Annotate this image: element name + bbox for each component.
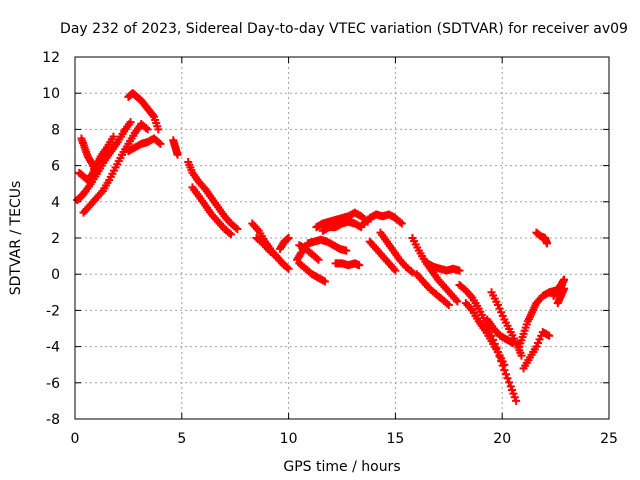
data-point: [501, 370, 510, 379]
series-arc-24: [423, 259, 464, 275]
y-tick-label: 12: [42, 50, 60, 66]
data-point: [517, 351, 526, 360]
data-point: [233, 224, 242, 233]
series-arc-31: [549, 275, 569, 300]
x-tick-labels: 0 5 10 15 20 25: [71, 431, 618, 447]
data-point: [282, 263, 291, 272]
series-arc-33: [532, 228, 552, 248]
series-arc-11: [252, 234, 293, 273]
data-point: [154, 125, 163, 134]
series-arc-15: [293, 235, 351, 264]
series-arc-32: [553, 284, 569, 308]
data-points: [73, 89, 569, 405]
y-tick-label: -6: [46, 376, 60, 392]
data-point: [284, 234, 293, 242]
x-tick-label: 15: [386, 431, 404, 447]
data-point: [225, 229, 234, 238]
series-arc-8: [184, 157, 242, 233]
data-point: [109, 132, 118, 141]
data-point: [226, 230, 235, 239]
y-tick-labels: -8 -6 -4 -2 0 2 4 6 8 10 12: [42, 50, 60, 428]
series-arc-27: [487, 288, 526, 360]
series-arc-23: [412, 270, 453, 309]
x-tick-label: 0: [71, 431, 80, 447]
data-point: [173, 150, 182, 159]
data-point: [143, 125, 152, 134]
data-point: [92, 168, 101, 177]
data-point: [545, 331, 554, 340]
series-arc-20: [365, 237, 400, 275]
chart-title: Day 232 of 2023, Sidereal Day-to-day VTE…: [60, 21, 628, 37]
y-tick-label: 8: [51, 122, 60, 138]
plot-area-frame: [74, 56, 610, 420]
data-point: [560, 275, 569, 284]
data-point: [500, 360, 509, 369]
data-point: [406, 267, 415, 276]
data-point: [154, 138, 163, 147]
y-axis-label: SDTVAR / TECUs: [8, 181, 24, 296]
data-point: [391, 266, 400, 275]
series-arc-26: [461, 299, 509, 369]
x-axis-label: GPS time / hours: [283, 459, 400, 475]
series-arc-9: [188, 183, 235, 239]
data-point: [396, 218, 405, 227]
data-point: [342, 246, 351, 255]
y-tick-label: 6: [51, 159, 60, 175]
data-point: [453, 297, 462, 306]
series-arc-21: [376, 228, 417, 277]
series-arc-6: [124, 134, 165, 156]
series-arc-13: [295, 259, 329, 286]
data-point: [142, 124, 151, 133]
series-arc-3: [75, 132, 118, 185]
series-arc-12: [276, 234, 293, 253]
data-point: [156, 139, 165, 148]
series-arc-18: [331, 259, 364, 270]
series-arc-5: [124, 89, 163, 134]
y-tick-label: 4: [51, 195, 60, 211]
y-tick-label: 0: [51, 267, 60, 283]
data-point: [543, 239, 552, 248]
series-arc-14: [295, 241, 323, 264]
data-point: [314, 255, 323, 264]
data-point: [284, 264, 293, 273]
y-tick-label: -4: [46, 340, 60, 356]
data-point: [397, 219, 406, 228]
series-arc-19: [359, 210, 406, 228]
x-tick-label: 25: [600, 431, 618, 447]
y-tick-label: 10: [42, 86, 60, 102]
y-tick-label: -8: [46, 412, 60, 428]
y-tick-label: -2: [46, 303, 60, 319]
data-point: [355, 261, 364, 270]
data-point: [126, 118, 135, 127]
data-point: [312, 254, 321, 263]
data-point: [231, 223, 240, 232]
data-point: [444, 300, 453, 309]
data-point: [512, 396, 521, 405]
data-point: [443, 299, 452, 308]
data-point: [408, 268, 417, 277]
data-point: [503, 374, 512, 383]
series-arc-7: [169, 136, 182, 159]
series-arc-17: [318, 217, 366, 235]
series-arc-28: [483, 315, 517, 347]
data-point: [508, 338, 517, 347]
series-arc-4: [77, 134, 101, 177]
x-tick-label: 20: [493, 431, 511, 447]
data-point: [320, 277, 329, 286]
y-tick-label: 2: [51, 231, 60, 247]
x-tick-label: 10: [280, 431, 298, 447]
series-arc-30: [519, 328, 554, 373]
data-point: [455, 266, 464, 275]
data-point: [148, 111, 157, 120]
x-tick-label: 5: [177, 431, 186, 447]
data-point: [560, 284, 569, 293]
data-point: [505, 378, 514, 387]
series-arc-2: [79, 119, 152, 217]
